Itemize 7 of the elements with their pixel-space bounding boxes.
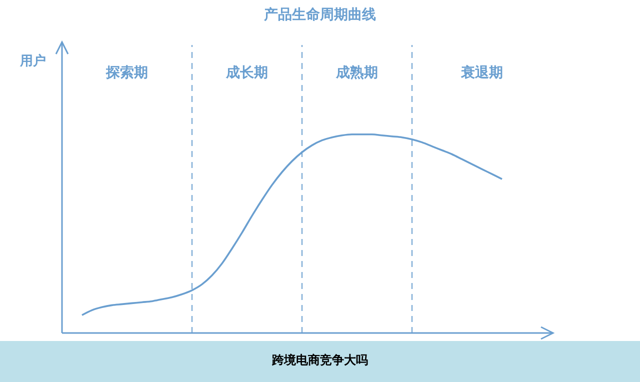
text: 成长期 <box>224 64 269 82</box>
text: 跨境电商竞争大吗 <box>271 352 369 369</box>
chart-title: 产品生命周期曲线 <box>263 6 377 24</box>
text: 衰退期 <box>460 64 504 82</box>
text: 成熟期 <box>334 64 379 82</box>
text: 用户 <box>20 52 46 70</box>
text: 探索期 <box>104 64 149 82</box>
